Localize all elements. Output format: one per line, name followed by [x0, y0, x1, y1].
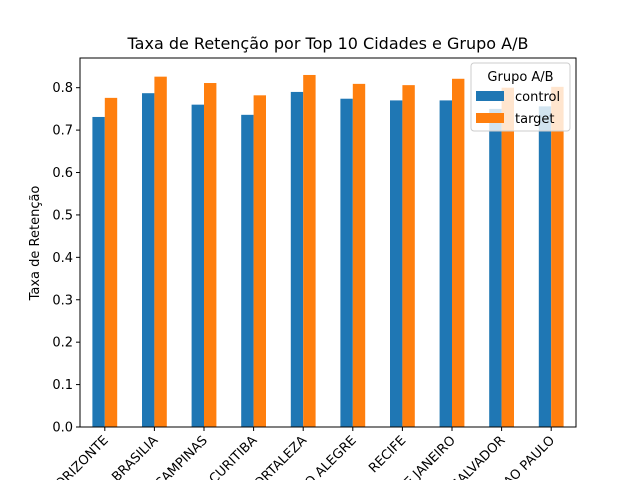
- y-axis-label: Taxa de Retenção: [28, 186, 43, 302]
- legend-swatch-control: [476, 91, 504, 101]
- bar-control-7: [390, 100, 403, 427]
- bar-control-3: [191, 104, 204, 427]
- bar-target-10: [551, 86, 564, 427]
- y-tick-label: 0.2: [52, 336, 73, 351]
- bar-control-1: [92, 116, 105, 428]
- x-tick-label: CAMPINAS: [152, 433, 211, 480]
- bar-target-4: [253, 95, 266, 427]
- x-tick-label: SALVADOR: [449, 433, 509, 480]
- bar-target-7: [402, 85, 415, 427]
- x-tick-label: RECIFE: [366, 433, 409, 476]
- y-tick-label: 0.1: [52, 378, 73, 393]
- y-tick-label: 0.7: [52, 124, 73, 139]
- legend-label-target: target: [515, 112, 555, 127]
- bar-target-8: [452, 78, 465, 427]
- y-tick-label: 0.0: [52, 421, 73, 436]
- plot-frame: [79, 57, 577, 428]
- bar-control-9: [489, 108, 502, 428]
- y-axis: 0.0 0.1 0.2 0.3 0.4 0.5 0.6 0.7 0.8: [52, 81, 80, 436]
- x-tick-label: BRASILIA: [109, 433, 161, 480]
- y-tick-label: 0.8: [52, 81, 73, 96]
- bar-target-1: [104, 97, 118, 428]
- bar-target-5: [303, 74, 316, 427]
- y-tick-label: 0.5: [52, 208, 73, 223]
- legend-label-control: control: [515, 90, 560, 105]
- bar-control-4: [241, 114, 254, 427]
- legend-title: Grupo A/B: [487, 70, 553, 85]
- bar-control-5: [290, 91, 304, 428]
- y-tick-label: 0.4: [52, 251, 73, 266]
- x-tick-label: BELO HORIZONTE: [19, 433, 112, 480]
- chart-title: Taxa de Retenção por Top 10 Cidades e Gr…: [127, 34, 529, 53]
- bar-target-2: [154, 76, 167, 427]
- bar-control-2: [142, 93, 155, 427]
- bar-control-8: [439, 100, 452, 427]
- y-tick-label: 0.6: [52, 166, 73, 181]
- x-tick-label: CURITIBA: [207, 433, 261, 480]
- x-axis: BELO HORIZONTEBRASILIACAMPINASCURITIBAFO…: [19, 427, 558, 480]
- bar-control-10: [538, 106, 552, 427]
- bar-control-6: [340, 98, 353, 427]
- bar-target-6: [352, 83, 366, 428]
- bar-target-9: [501, 87, 514, 427]
- legend-swatch-target: [476, 113, 504, 123]
- bars-group: [92, 74, 564, 428]
- y-tick-label: 0.3: [52, 293, 73, 308]
- legend: Grupo A/B control target: [470, 62, 571, 132]
- bar-target-3: [204, 83, 217, 428]
